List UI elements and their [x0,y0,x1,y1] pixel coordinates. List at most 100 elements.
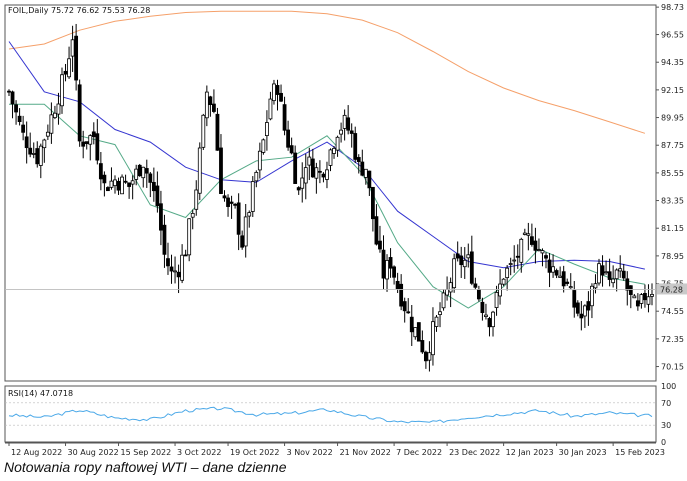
candle-body [289,145,294,154]
candle [593,274,598,294]
candle-body [473,283,478,288]
candle [494,285,499,316]
candle-body [332,147,336,154]
candle-body [159,203,163,231]
candle-body [318,170,322,173]
candle [519,237,524,273]
y-tick-label: 92.15 [661,86,684,95]
candle-body [367,170,372,189]
candle [134,164,139,186]
candle [544,252,548,269]
candle [349,123,354,148]
price-panel-frame [4,4,657,382]
candle-body [173,270,177,273]
candle [7,89,11,96]
candle-body [586,301,591,311]
candle-body [363,168,368,178]
candle-body [226,197,230,207]
candle-body [38,145,43,166]
rsi-title: RSI(14) 47.0718 [8,389,73,398]
candle-body [293,152,298,184]
candle-body [42,139,47,149]
candle-body [614,269,619,280]
candle-body [643,293,647,301]
candle [586,291,591,326]
candle [508,257,513,276]
candle-body [180,254,185,281]
candle [473,277,478,290]
series-line-ma_mid [8,41,646,270]
x-tick-label: 3 Oct 2022 [177,448,221,457]
candle [628,285,633,309]
candle-body [388,257,393,269]
candle [56,92,61,125]
candle [402,297,407,323]
candle-body [279,92,283,102]
candle [254,170,259,188]
candle [159,190,163,246]
candle-body [240,235,245,248]
y-tick-label: 85.55 [661,169,684,178]
candle [604,260,608,275]
candle [459,246,464,278]
candle-body [17,115,22,123]
candle-body [487,318,492,328]
candle-body [77,84,82,142]
rsi-y-tick-label: 100 [661,382,676,391]
candle-body [81,141,86,147]
candle-body [544,255,548,259]
candle-body [561,271,566,287]
candle-body [261,139,266,153]
candle-body [565,281,570,284]
candle-body [49,114,54,134]
candle-body [466,254,471,259]
candle [243,204,248,258]
candle [346,105,351,135]
candle-body [148,173,153,183]
candle [265,110,269,151]
y-tick-label: 87.75 [661,141,684,150]
candle-body [28,147,33,155]
candle-body [60,74,64,107]
candle [547,253,552,288]
candle [84,141,89,150]
candle-body [109,180,114,188]
candle [600,255,605,287]
candle-body [572,290,577,308]
candle-body [406,311,411,314]
candle-body [134,168,139,180]
candle [561,265,566,293]
candle [155,171,160,213]
candle-body [360,161,365,176]
candle [60,67,64,114]
candle-body [328,149,333,166]
candle-body [130,180,135,185]
candle-body [144,168,149,174]
candle-body [151,181,156,192]
candle-body [342,114,347,129]
candle-body [639,294,644,304]
x-tick-label: 30 Aug 2022 [68,448,119,457]
candle [194,180,199,216]
candle [289,137,294,155]
y-tick-label: 89.95 [661,114,684,123]
candle [176,264,181,294]
x-tick-label: 15 Sep 2022 [121,448,172,457]
candle-body [91,131,96,138]
candle-body [353,133,358,160]
candle-body [494,292,499,308]
candle [526,222,531,251]
candle [558,266,563,278]
candle-body [106,187,110,192]
candle-body [24,136,29,149]
candle-body [374,216,379,245]
candle-body [10,91,15,105]
candle [568,273,573,289]
candle-body [378,240,382,250]
candle-body [427,352,432,361]
rsi-panel-frame [4,385,657,443]
candle-body [257,150,262,171]
candle [35,141,40,168]
candle-body [459,255,464,266]
